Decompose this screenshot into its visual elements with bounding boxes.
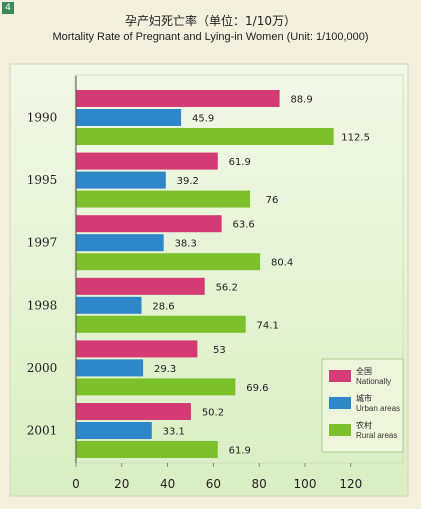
value-label-1997-1: 63.6 — [233, 220, 255, 231]
value-label-1990-3: 112.5 — [341, 133, 370, 144]
bar-2000-3 — [76, 378, 236, 396]
value-label-1998-2: 28.6 — [152, 301, 174, 312]
bar-1995-2 — [76, 171, 166, 189]
value-label-2001-3: 61.9 — [229, 446, 251, 457]
x-tick-label-80: 80 — [252, 477, 267, 491]
chart-subtitle: Mortality Rate of Pregnant and Lying-in … — [52, 31, 369, 43]
category-label-1997: 1997 — [27, 236, 58, 250]
value-label-1995-3: 76 — [266, 195, 279, 206]
x-tick-label-120: 120 — [339, 477, 362, 491]
legend-swatch-3 — [329, 424, 351, 436]
plot-area-inner — [74, 74, 404, 464]
value-label-2000-1: 53 — [213, 345, 226, 356]
value-label-1995-1: 61.9 — [229, 157, 251, 168]
bar-1995-1 — [76, 152, 218, 170]
category-label-1998: 1998 — [27, 298, 58, 312]
category-label-1990: 1990 — [27, 111, 58, 125]
legend-swatch-1 — [329, 370, 351, 382]
x-tick-label-40: 40 — [160, 477, 175, 491]
bar-2001-2 — [76, 422, 152, 439]
value-label-2001-1: 50.2 — [202, 408, 224, 419]
legend-label-en-2: Urban areas — [356, 404, 400, 413]
value-label-1998-3: 74.1 — [257, 320, 279, 331]
page-number-badge: 4 — [2, 2, 14, 14]
value-label-1997-3: 80.4 — [271, 258, 293, 269]
bar-2001-1 — [76, 403, 191, 420]
legend-label-3: 农村 — [356, 420, 372, 430]
x-tick-label-60: 60 — [206, 477, 221, 491]
bar-1998-3 — [76, 315, 246, 333]
value-label-1997-2: 38.3 — [175, 239, 197, 250]
value-label-2001-2: 33.1 — [163, 427, 185, 438]
x-tick-label-100: 100 — [294, 477, 317, 491]
bar-1997-1 — [76, 215, 222, 233]
chart-title: 孕产妇死亡率（单位：1/10万） — [125, 14, 296, 28]
value-label-1998-1: 56.2 — [216, 282, 238, 293]
bar-1998-2 — [76, 296, 142, 314]
bar-1995-3 — [76, 190, 251, 208]
bar-1997-2 — [76, 234, 164, 252]
x-tick-label-20: 20 — [114, 477, 129, 491]
value-label-1990-1: 88.9 — [290, 95, 312, 106]
category-label-2001: 2001 — [27, 424, 58, 438]
value-label-2000-2: 29.3 — [154, 364, 176, 375]
value-label-1995-2: 39.2 — [177, 176, 199, 187]
bar-1990-1 — [76, 90, 280, 107]
legend-label-2: 城市 — [356, 393, 372, 403]
value-label-1990-2: 45.9 — [192, 114, 214, 125]
bar-1997-3 — [76, 253, 261, 271]
legend-label-en-3: Rural areas — [356, 431, 397, 440]
bar-1990-2 — [76, 109, 182, 126]
bar-1998-1 — [76, 277, 205, 295]
bar-2000-1 — [76, 340, 198, 358]
legend-label-1: 全国 — [356, 366, 372, 376]
value-label-2000-3: 69.6 — [246, 383, 268, 394]
bar-1990-3 — [76, 128, 334, 145]
legend-label-en-1: Nationally — [356, 377, 391, 386]
bar-2000-2 — [76, 359, 144, 377]
bar-2001-3 — [76, 441, 218, 458]
x-tick-label-0: 0 — [72, 477, 80, 491]
category-label-1995: 1995 — [27, 173, 58, 187]
legend-swatch-2 — [329, 397, 351, 409]
category-label-2000: 2000 — [27, 361, 58, 375]
